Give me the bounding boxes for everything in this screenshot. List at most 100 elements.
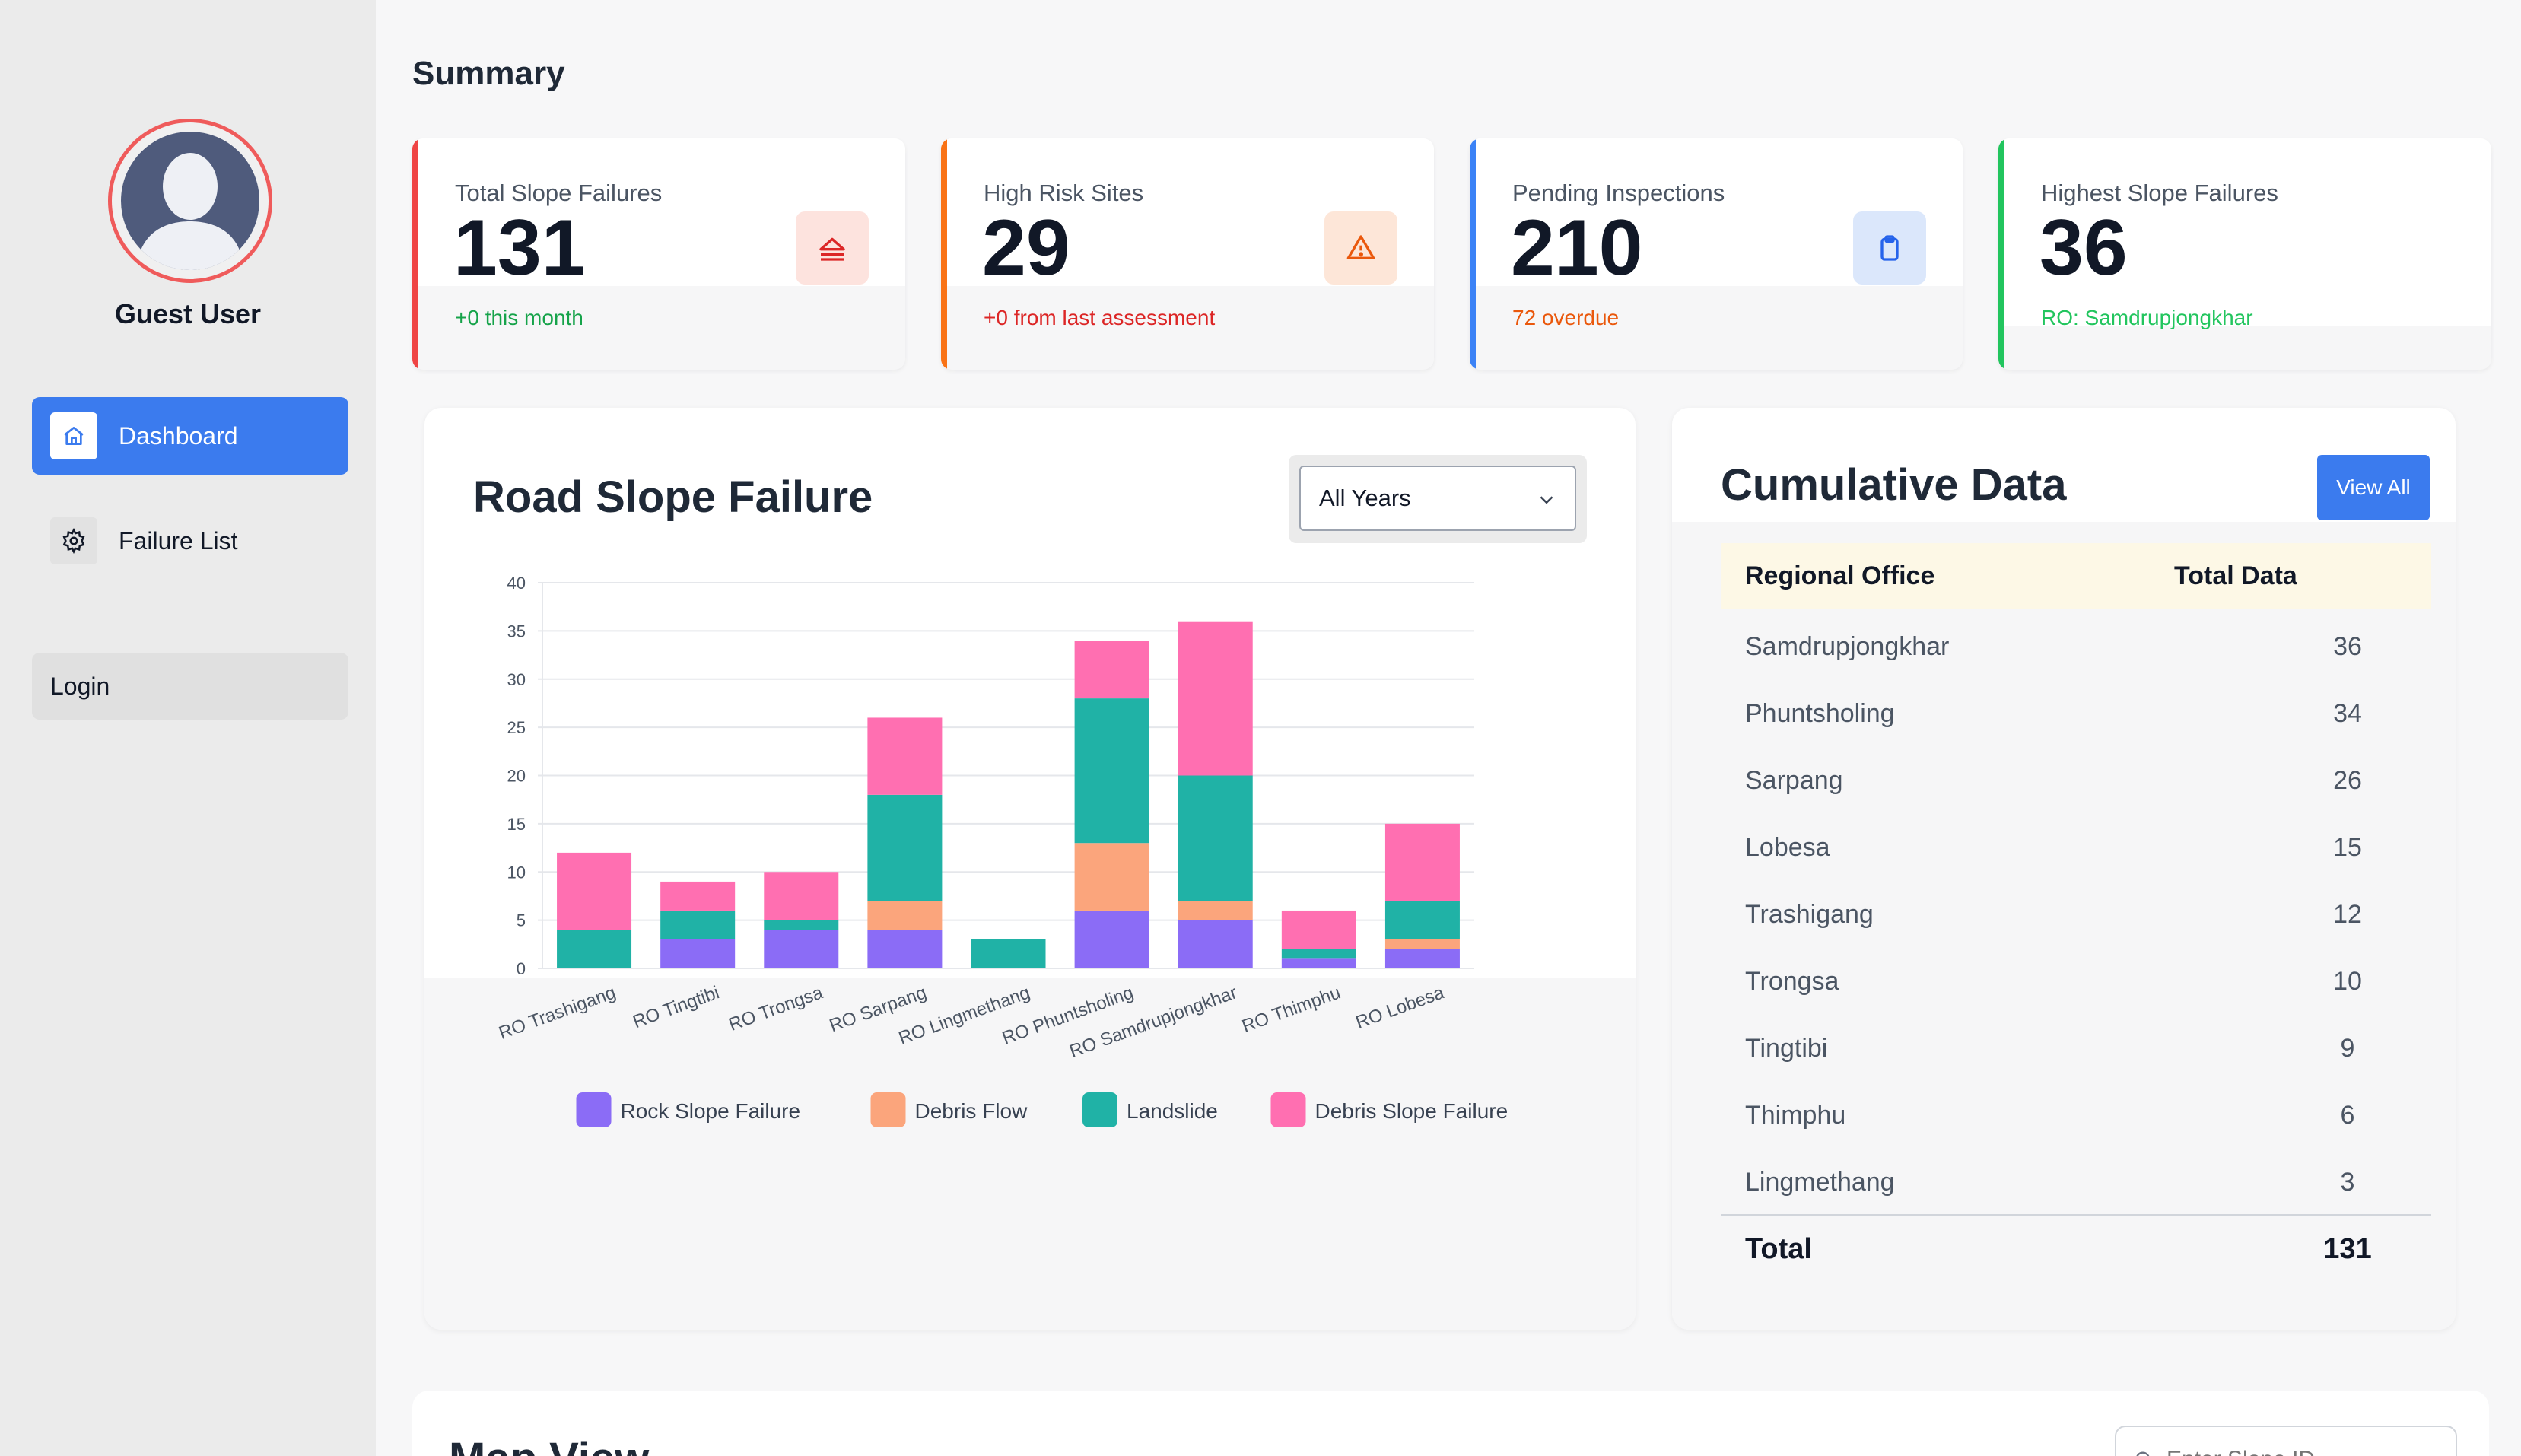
home-icon [50,412,97,459]
x-tick-label: RO Trongsa [726,982,826,1035]
summary-title: Summary [412,55,565,92]
x-tick-label: RO Tingtibi [630,982,722,1032]
nav-failure-list[interactable]: Failure List [32,502,348,580]
row-total: 34 [2333,698,2362,728]
x-tick-label: RO Trashigang [496,982,618,1044]
road-slope-failure-panel: Road Slope Failure All Years 0 5 10 15 20 25 3… [424,408,1636,1330]
legend-swatch [1082,1092,1117,1127]
card-highest-slope-failures: Highest Slope Failures 36 RO: Samdrupjon… [1998,138,2491,370]
legend-label: Debris Flow [915,1099,1028,1123]
row-total: 15 [2333,832,2362,862]
table-header: Regional Office Total Data [1721,543,2431,609]
table-row: Sarpang 26 [1721,747,2431,814]
table-row: Tingtibi 9 [1721,1015,2431,1082]
bar-segment [1074,698,1149,844]
card-sub: +0 from last assessment [984,306,1216,329]
table-row: Thimphu 6 [1721,1082,2431,1149]
y-tick-label: 0 [517,959,526,978]
bar-segment [1281,949,1356,959]
bar-segment [557,930,632,968]
card-label: High Risk Sites [984,180,1144,206]
legend-label: Landslide [1127,1099,1218,1123]
nav-failure-list-label: Failure List [119,526,238,555]
table-row: Trongsa 10 [1721,948,2431,1015]
card-value: 29 [982,204,1070,292]
card-pending-inspections: Pending Inspections 210 72 overdue [1470,138,1963,370]
header-regional-office: Regional Office [1745,561,1935,590]
user-silhouette-icon [121,132,259,270]
bar-segment [867,901,943,930]
total-value: 131 [2323,1232,2372,1265]
slope-id-input[interactable] [2167,1447,2440,1456]
row-total: 36 [2333,631,2362,661]
table-row: Phuntsholing 34 [1721,680,2431,747]
bar-segment [1074,641,1149,699]
stacked-bar-chart: 0 5 10 15 20 25 30 35 40 RO Trashigang RO Tingtibi… [496,574,1508,1127]
bar-segment [1384,949,1460,968]
view-all-button[interactable]: View All [2317,455,2430,520]
chart-title: Road Slope Failure [473,472,873,522]
map-title: Map View [449,1433,649,1456]
card-label: Total Slope Failures [455,180,663,206]
year-select[interactable]: All Years [1299,466,1576,531]
total-label: Total [1745,1232,1812,1265]
row-office: Trashigang [1745,899,1874,929]
bar-segment [1074,910,1149,968]
card-value: 210 [1511,204,1643,292]
card-sub: RO: Samdrupjongkhar [2041,306,2253,329]
y-tick-label: 20 [507,767,526,786]
cumulative-data-panel: Cumulative Data View All Regional Office… [1672,408,2456,1330]
nav-dashboard[interactable]: Dashboard [32,397,348,475]
sidebar: Guest User Dashboard Failure List Login [0,0,376,1456]
nav-dashboard-label: Dashboard [119,421,238,450]
row-total: 6 [2340,1100,2355,1130]
login-button[interactable]: Login [32,653,348,720]
row-total: 10 [2333,966,2362,996]
row-office: Thimphu [1745,1100,1846,1130]
row-office: Sarpang [1745,765,1843,795]
x-tick-label: RO Thimphu [1239,982,1343,1037]
table-row: Lobesa 15 [1721,814,2431,881]
card-label: Pending Inspections [1512,180,1725,206]
table-row: Lingmethang 3 [1721,1149,2431,1216]
bar-segment [1281,910,1356,949]
bar-segment [1384,823,1460,901]
y-tick-label: 30 [507,670,526,689]
bar-segment [971,939,1046,968]
warning-icon [1324,211,1397,285]
avatar[interactable] [108,119,272,283]
row-office: Trongsa [1745,966,1839,996]
gear-icon [50,517,97,564]
bar-segment [867,930,943,968]
bar-segment [660,939,736,968]
legend-swatch [576,1092,612,1127]
y-tick-label: 35 [507,622,526,641]
bar-segment [867,794,943,901]
y-tick-label: 25 [507,718,526,737]
bar-segment [660,910,736,939]
bar-segment [1178,920,1253,968]
bar-segment [1178,775,1253,901]
year-select-value: All Years [1319,485,1411,511]
legend-swatch [870,1092,906,1127]
slope-id-search[interactable] [2115,1426,2457,1456]
bar-segment [1178,621,1253,776]
x-tick-label: RO Samdrupjongkhar [1067,982,1239,1062]
row-office: Tingtibi [1745,1033,1828,1063]
x-tick-label: RO Lobesa [1353,982,1448,1033]
landslide-icon [796,211,869,285]
row-office: Lingmethang [1745,1167,1895,1197]
row-total: 3 [2340,1167,2355,1197]
login-label: Login [50,672,110,700]
table-total-row: Total 131 [1721,1214,2431,1283]
search-icon [2136,1451,2150,1456]
chevron-down-icon [1540,496,1553,504]
card-label: Highest Slope Failures [2041,180,2278,206]
legend-label: Debris Slope Failure [1315,1099,1508,1123]
bar-segment [764,920,839,930]
bar-segment [557,852,632,930]
bar-segment [867,717,943,795]
bar-segment [1281,958,1356,968]
y-tick-label: 10 [507,863,526,882]
y-tick-label: 5 [517,911,526,930]
